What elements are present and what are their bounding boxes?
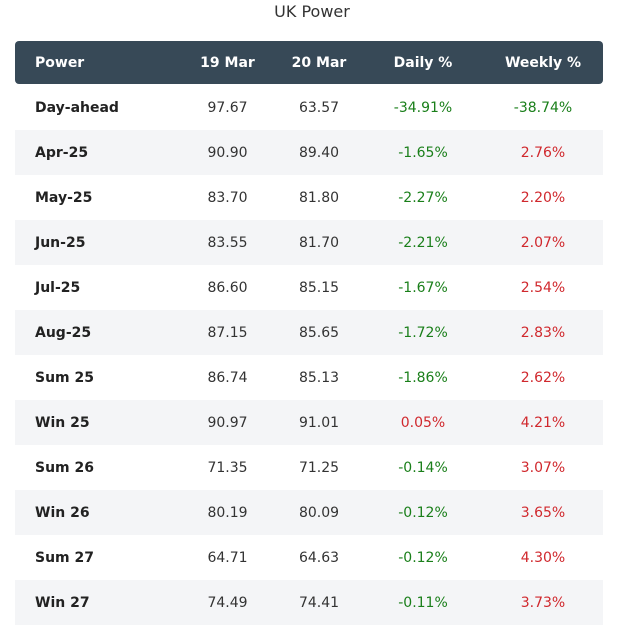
- cell-contract: Win 27: [35, 594, 90, 611]
- table-row: Sum 26 71.35 71.25 -0.14% 3.07%: [15, 445, 603, 490]
- table-row: Day-ahead 97.67 63.57 -34.91% -38.74%: [15, 85, 603, 130]
- table-header: Power 19 Mar 20 Mar Daily % Weekly %: [15, 41, 603, 84]
- cell-weekly-pct: 2.62%: [520, 369, 566, 386]
- cell-19-mar: 83.70: [207, 189, 248, 206]
- table-row: Aug-25 87.15 85.65 -1.72% 2.83%: [15, 310, 603, 355]
- cell-20-mar: 91.01: [298, 414, 340, 431]
- cell-weekly-pct: 3.73%: [520, 594, 566, 611]
- cell-daily-pct: -1.65%: [398, 144, 448, 161]
- cell-daily-pct: -0.11%: [398, 594, 448, 611]
- cell-weekly-pct: 2.76%: [520, 144, 566, 161]
- cell-weekly-pct: -38.74%: [513, 99, 573, 116]
- table-row: Jul-25 86.60 85.15 -1.67% 2.54%: [15, 265, 603, 310]
- uk-power-table: Power 19 Mar 20 Mar Daily % Weekly % Day…: [15, 41, 603, 625]
- cell-19-mar: 90.90: [207, 144, 248, 161]
- cell-19-mar: 86.74: [207, 369, 248, 386]
- cell-daily-pct: -2.27%: [398, 189, 448, 206]
- header-weekly-pct: Weekly %: [504, 54, 582, 71]
- cell-contract: Jul-25: [35, 279, 81, 296]
- cell-weekly-pct: 2.83%: [520, 324, 566, 341]
- header-power: Power: [35, 54, 85, 71]
- table-title: UK Power: [274, 2, 350, 21]
- header-daily-pct: Daily %: [393, 54, 453, 71]
- cell-daily-pct: -1.72%: [398, 324, 448, 341]
- cell-20-mar: 63.57: [298, 99, 340, 116]
- table-row: Win 25 90.97 91.01 0.05% 4.21%: [15, 400, 603, 445]
- cell-weekly-pct: 2.20%: [520, 189, 566, 206]
- header-20-mar: 20 Mar: [291, 54, 347, 71]
- cell-daily-pct: -2.21%: [398, 234, 448, 251]
- cell-weekly-pct: 3.07%: [520, 459, 566, 476]
- cell-contract: Win 25: [35, 414, 90, 431]
- cell-contract: Sum 26: [35, 459, 94, 476]
- cell-20-mar: 64.63: [298, 549, 340, 566]
- cell-weekly-pct: 4.21%: [520, 414, 566, 431]
- cell-20-mar: 85.15: [298, 279, 340, 296]
- cell-contract: Apr-25: [35, 144, 89, 161]
- cell-contract: Day-ahead: [35, 99, 119, 116]
- table-row: Win 27 74.49 74.41 -0.11% 3.73%: [15, 580, 603, 625]
- cell-20-mar: 81.70: [298, 234, 340, 251]
- header-19-mar: 19 Mar: [200, 54, 255, 71]
- table-row: Sum 27 64.71 64.63 -0.12% 4.30%: [15, 535, 603, 580]
- cell-daily-pct: -1.86%: [398, 369, 448, 386]
- cell-19-mar: 80.19: [207, 504, 248, 521]
- cell-contract: Sum 25: [35, 369, 94, 386]
- cell-contract: Aug-25: [35, 324, 92, 341]
- cell-19-mar: 74.49: [207, 594, 248, 611]
- table-row: Sum 25 86.74 85.13 -1.86% 2.62%: [15, 355, 603, 400]
- cell-20-mar: 81.80: [298, 189, 340, 206]
- cell-weekly-pct: 2.07%: [520, 234, 566, 251]
- cell-19-mar: 83.55: [207, 234, 248, 251]
- cell-20-mar: 74.41: [298, 594, 340, 611]
- table-body: Day-ahead 97.67 63.57 -34.91% -38.74% Ap…: [15, 85, 603, 625]
- cell-daily-pct: -0.14%: [398, 459, 448, 476]
- cell-20-mar: 85.13: [298, 369, 340, 386]
- cell-daily-pct: 0.05%: [400, 414, 446, 431]
- table-row: Win 26 80.19 80.09 -0.12% 3.65%: [15, 490, 603, 535]
- cell-19-mar: 97.67: [207, 99, 248, 116]
- cell-contract: May-25: [35, 189, 93, 206]
- cell-daily-pct: -0.12%: [398, 504, 448, 521]
- table-row: Jun-25 83.55 81.70 -2.21% 2.07%: [15, 220, 603, 265]
- cell-weekly-pct: 3.65%: [520, 504, 566, 521]
- cell-daily-pct: -1.67%: [398, 279, 448, 296]
- cell-contract: Jun-25: [35, 234, 86, 251]
- cell-19-mar: 71.35: [207, 459, 248, 476]
- cell-contract: Win 26: [35, 504, 90, 521]
- cell-weekly-pct: 2.54%: [520, 279, 566, 296]
- cell-20-mar: 80.09: [298, 504, 340, 521]
- cell-19-mar: 87.15: [207, 324, 248, 341]
- cell-daily-pct: -0.12%: [398, 549, 448, 566]
- cell-20-mar: 89.40: [298, 144, 340, 161]
- cell-19-mar: 90.97: [207, 414, 248, 431]
- cell-20-mar: 85.65: [298, 324, 340, 341]
- cell-19-mar: 64.71: [207, 549, 248, 566]
- cell-20-mar: 71.25: [298, 459, 340, 476]
- cell-daily-pct: -34.91%: [393, 99, 453, 116]
- table-row: May-25 83.70 81.80 -2.27% 2.20%: [15, 175, 603, 220]
- cell-contract: Sum 27: [35, 549, 94, 566]
- cell-weekly-pct: 4.30%: [520, 549, 566, 566]
- table-row: Apr-25 90.90 89.40 -1.65% 2.76%: [15, 130, 603, 175]
- cell-19-mar: 86.60: [207, 279, 248, 296]
